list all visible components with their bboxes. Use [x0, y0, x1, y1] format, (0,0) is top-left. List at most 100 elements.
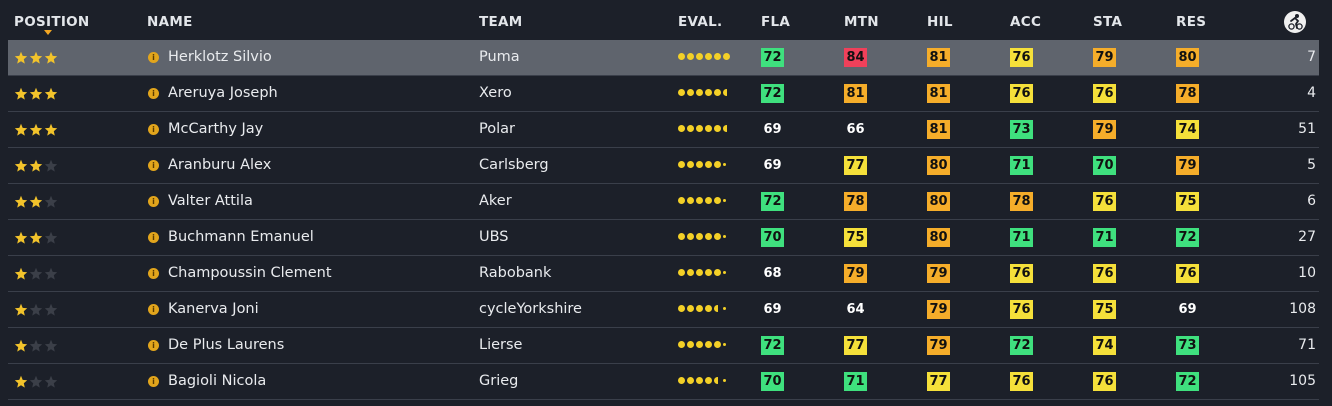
- rider-info-icon[interactable]: i: [148, 268, 159, 279]
- stat-fla: 72: [761, 84, 784, 103]
- rider-info-icon[interactable]: i: [148, 52, 159, 63]
- table-row[interactable]: i Kanerva Joni cycleYorkshire 69 64 79 76 75 69 1…: [8, 292, 1319, 328]
- rider-name[interactable]: McCarthy Jay: [168, 121, 264, 137]
- stat-hil: 79: [927, 300, 950, 319]
- evaluation-dot: [696, 305, 703, 312]
- evaluation-dot: [696, 341, 703, 348]
- table-row[interactable]: i Bagioli Nicola Grieg 70 71 77 76 76 72 105: [8, 364, 1319, 400]
- rider-info-icon[interactable]: i: [148, 376, 159, 387]
- evaluation-dot: [705, 53, 712, 60]
- table-row[interactable]: i Areruya Joseph Xero 72 81 81 76 76 78 4: [8, 76, 1319, 112]
- stat-sta: 76: [1093, 84, 1116, 103]
- stat-hil: 81: [927, 48, 950, 67]
- evaluation-dot: [687, 305, 694, 312]
- stat-res: 73: [1176, 336, 1199, 355]
- star-empty-icon: [29, 267, 43, 280]
- table-row[interactable]: i Champoussin Clement Rabobank 68 79 79 76 76 76…: [8, 256, 1319, 292]
- rider-name[interactable]: Bagioli Nicola: [168, 373, 267, 389]
- stat-acc: 78: [1010, 192, 1033, 211]
- table-row[interactable]: i Aranburu Alex Carlsberg 69 77 80 71 70 79 5: [8, 148, 1319, 184]
- stat-mtn: 81: [844, 84, 867, 103]
- rating-stars: [14, 339, 59, 353]
- rider-info-icon[interactable]: i: [148, 232, 159, 243]
- rider-name[interactable]: Aranburu Alex: [168, 157, 272, 173]
- star-empty-icon: [44, 195, 58, 208]
- evaluation-dot: [714, 53, 721, 60]
- stat-mtn: 71: [844, 372, 867, 391]
- star-filled-icon: [44, 87, 58, 100]
- evaluation-dots: [678, 377, 728, 387]
- rider-name[interactable]: Areruya Joseph: [168, 85, 278, 101]
- evaluation-dot: [696, 233, 703, 240]
- rider-info-icon[interactable]: i: [148, 196, 159, 207]
- rider-name[interactable]: Herklotz Silvio: [168, 49, 272, 65]
- stat-hil: 79: [927, 264, 950, 283]
- column-header-hil[interactable]: HIL: [927, 14, 953, 30]
- rider-name[interactable]: Buchmann Emanuel: [168, 229, 314, 245]
- evaluation-dot: [678, 341, 685, 348]
- star-empty-icon: [44, 303, 58, 316]
- evaluation-dot: [687, 269, 694, 276]
- evaluation-dots: [678, 125, 732, 135]
- stat-mtn: 64: [846, 302, 865, 317]
- stat-fla: 69: [763, 302, 782, 317]
- stat-mtn: 75: [844, 228, 867, 247]
- rider-name[interactable]: Valter Attila: [168, 193, 253, 209]
- star-empty-icon: [44, 339, 58, 352]
- evaluation-dot: [723, 307, 726, 310]
- column-header-name[interactable]: NAME: [147, 14, 193, 30]
- evaluation-dot: [678, 269, 685, 276]
- rider-name[interactable]: Champoussin Clement: [168, 265, 332, 281]
- rating-stars: [14, 195, 59, 209]
- column-header-position[interactable]: POSITION: [14, 14, 90, 30]
- star-filled-icon: [14, 339, 28, 352]
- column-header-eval[interactable]: EVAL.: [678, 14, 723, 30]
- star-filled-icon: [14, 267, 28, 280]
- table-row[interactable]: i Buchmann Emanuel UBS 70 75 80 71 71 72 27: [8, 220, 1319, 256]
- rider-name[interactable]: Kanerva Joni: [168, 301, 259, 317]
- rider-name[interactable]: De Plus Laurens: [168, 337, 285, 353]
- stat-hil: 79: [927, 336, 950, 355]
- rider-team: UBS: [479, 229, 509, 245]
- stat-sta: 79: [1093, 120, 1116, 139]
- stat-sta: 79: [1093, 48, 1116, 67]
- stat-acc: 71: [1010, 156, 1033, 175]
- star-empty-icon: [44, 267, 58, 280]
- star-empty-icon: [29, 303, 43, 316]
- star-filled-icon: [14, 51, 28, 64]
- table-row[interactable]: i McCarthy Jay Polar 69 66 81 73 79 74 51: [8, 112, 1319, 148]
- table-row[interactable]: i De Plus Laurens Lierse 72 77 79 72 74 73 71: [8, 328, 1319, 364]
- rider-info-icon[interactable]: i: [148, 304, 159, 315]
- rider-number: 10: [1298, 265, 1316, 281]
- stat-fla: 72: [761, 48, 784, 67]
- column-header-sta[interactable]: STA: [1093, 14, 1123, 30]
- stat-res: 80: [1176, 48, 1199, 67]
- evaluation-dot: [723, 125, 730, 132]
- cyclist-icon[interactable]: [1284, 11, 1306, 33]
- rider-info-icon[interactable]: i: [148, 340, 159, 351]
- evaluation-dot: [705, 233, 712, 240]
- star-filled-icon: [29, 51, 43, 64]
- evaluation-dot: [705, 125, 712, 132]
- star-filled-icon: [29, 159, 43, 172]
- rider-info-icon[interactable]: i: [148, 88, 159, 99]
- rider-number: 27: [1298, 229, 1316, 245]
- column-header-mtn[interactable]: MTN: [844, 14, 879, 30]
- column-header-team[interactable]: TEAM: [479, 14, 523, 30]
- star-filled-icon: [44, 51, 58, 64]
- column-header-res[interactable]: RES: [1176, 14, 1207, 30]
- evaluation-dot: [705, 269, 712, 276]
- stat-mtn: 78: [844, 192, 867, 211]
- evaluation-dot: [723, 53, 730, 60]
- rider-info-icon[interactable]: i: [148, 160, 159, 171]
- column-header-fla[interactable]: FLA: [761, 14, 791, 30]
- stat-sta: 70: [1093, 156, 1116, 175]
- star-empty-icon: [29, 375, 43, 388]
- rider-team: Lierse: [479, 337, 523, 353]
- rider-info-icon[interactable]: i: [148, 124, 159, 135]
- table-row[interactable]: i Herklotz Silvio Puma 72 84 81 76 79 80 7: [8, 40, 1319, 76]
- table-row[interactable]: i Valter Attila Aker 72 78 80 78 76 75 6: [8, 184, 1319, 220]
- stat-sta: 76: [1093, 264, 1116, 283]
- column-header-acc[interactable]: ACC: [1010, 14, 1042, 30]
